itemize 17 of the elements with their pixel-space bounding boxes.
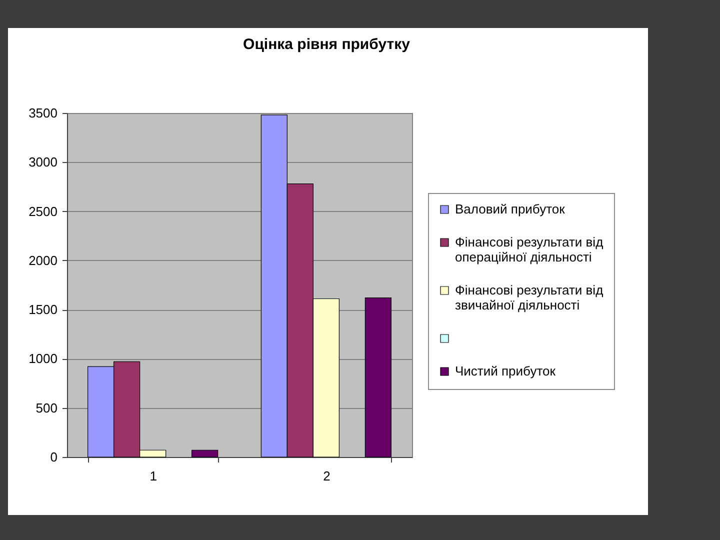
legend-label: Валовий прибуток bbox=[455, 202, 566, 216]
y-tick-label: 3500 bbox=[28, 106, 58, 120]
y-tick-label: 2000 bbox=[28, 252, 58, 268]
y-tick-label: 500 bbox=[36, 400, 58, 416]
y-tick-label: 1500 bbox=[28, 302, 58, 318]
chart-title: Оцінка рівня прибутку bbox=[243, 36, 411, 53]
y-tick-label: 3000 bbox=[28, 154, 58, 170]
x-tick-label: 2 bbox=[323, 468, 330, 484]
y-tick-label: 1000 bbox=[28, 351, 58, 366]
legend-label: Чистий прибуток bbox=[455, 364, 556, 378]
legend-label: Фінансові результати від звичайної діяльності bbox=[455, 282, 604, 312]
y-tick-label: 0 bbox=[50, 450, 58, 464]
bar bbox=[192, 450, 218, 458]
y-tick-label: 2500 bbox=[28, 204, 58, 219]
legend-label: Фінансові результати від операційної діяльності bbox=[455, 234, 604, 264]
x-tick-label: 1 bbox=[150, 468, 157, 484]
bar bbox=[364, 297, 392, 458]
